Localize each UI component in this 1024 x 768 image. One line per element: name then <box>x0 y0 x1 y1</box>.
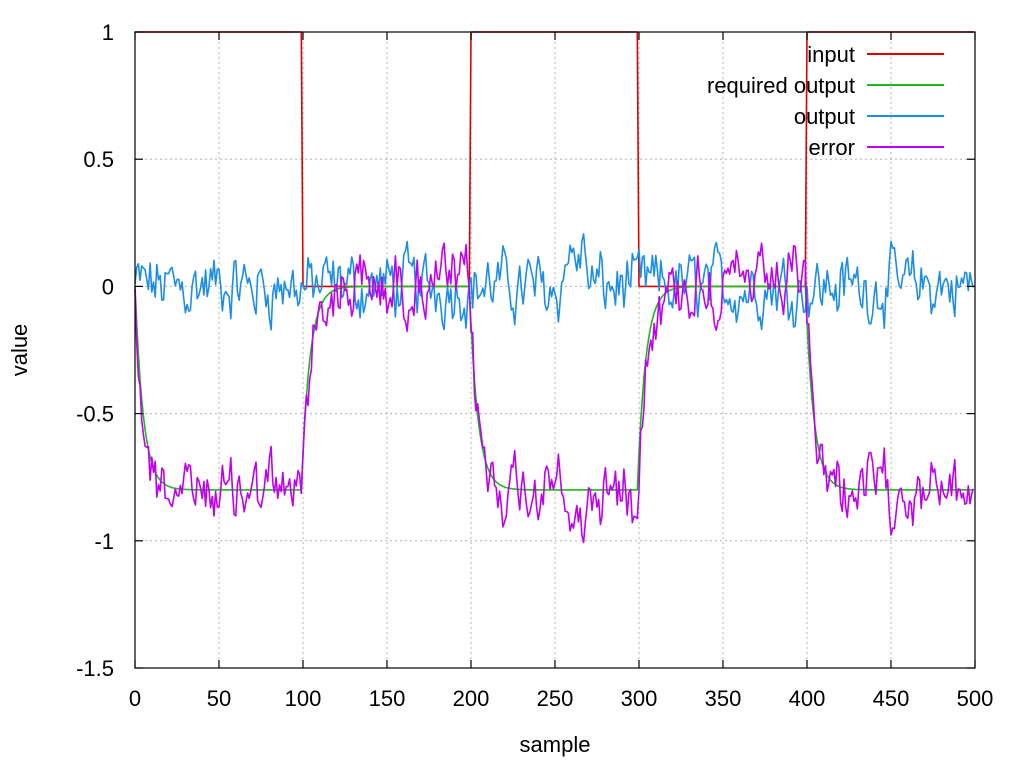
legend-label: output <box>794 104 855 129</box>
legend-label: input <box>807 42 855 67</box>
y-tick-label: 0 <box>102 274 114 299</box>
x-tick-label: 300 <box>621 686 658 711</box>
y-tick-label: 0.5 <box>83 147 114 172</box>
x-tick-label: 500 <box>957 686 994 711</box>
legend: input required output output error <box>707 42 944 160</box>
x-tick-label: 350 <box>705 686 742 711</box>
y-tick-label: 1 <box>102 20 114 45</box>
series-output <box>134 233 975 331</box>
x-tick-label: 400 <box>789 686 826 711</box>
y-axis-label: value <box>7 324 32 377</box>
y-tick-label: -0.5 <box>76 402 114 427</box>
x-tick-label: 50 <box>207 686 231 711</box>
x-tick-label: 100 <box>285 686 322 711</box>
x-tick-label: 150 <box>369 686 406 711</box>
x-tick-label: 250 <box>537 686 574 711</box>
series-required-output <box>134 285 974 491</box>
x-tick-label: 0 <box>129 686 141 711</box>
legend-label: required output <box>707 73 855 98</box>
x-tick-labels: 0 50 100 150 200 250 300 350 400 450 500 <box>129 686 993 711</box>
x-axis-label: sample <box>520 732 591 757</box>
ticks <box>134 31 976 669</box>
y-tick-label: -1 <box>94 529 114 554</box>
x-tick-label: 450 <box>873 686 910 711</box>
x-tick-label: 200 <box>453 686 490 711</box>
series-error <box>134 242 975 544</box>
y-tick-label: -1.5 <box>76 656 114 681</box>
y-tick-labels: 1 0.5 0 -0.5 -1 -1.5 <box>76 20 114 681</box>
legend-label: error <box>809 135 855 160</box>
